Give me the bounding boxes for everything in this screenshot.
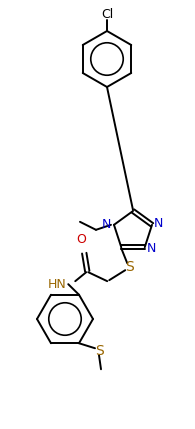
- Text: HN: HN: [48, 278, 66, 291]
- Text: S: S: [95, 344, 103, 358]
- Text: N: N: [147, 242, 156, 255]
- Text: N: N: [102, 218, 111, 231]
- Text: S: S: [125, 260, 134, 274]
- Text: N: N: [154, 218, 163, 230]
- Text: Cl: Cl: [101, 7, 113, 21]
- Text: O: O: [76, 233, 86, 246]
